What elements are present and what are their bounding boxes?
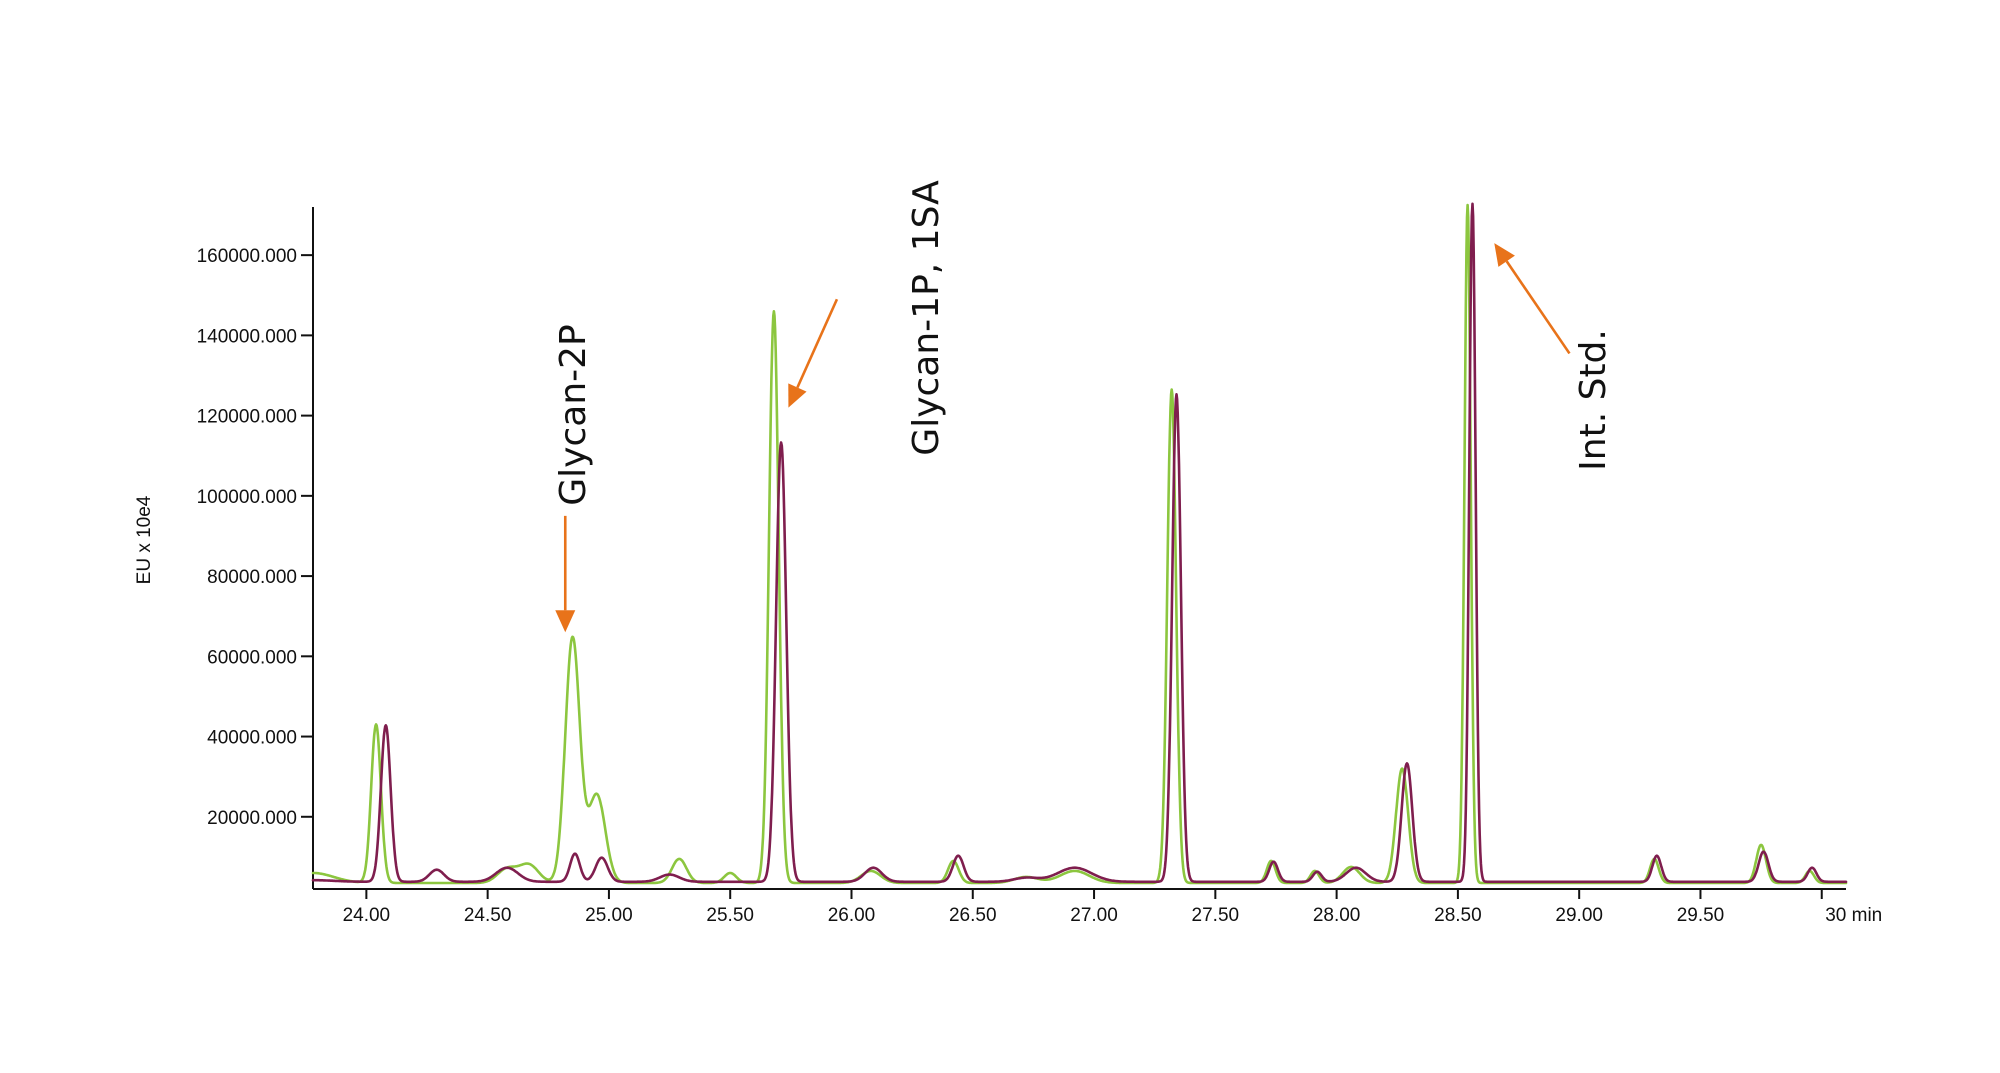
- x-tick-label: 24.50: [464, 905, 512, 926]
- y-tick-label: 120000.000: [197, 407, 297, 428]
- annotations: Glycan-2P Glycan-1P, 1SA Int. Std.: [553, 180, 1614, 633]
- x-tick-label: 30 min: [1825, 905, 1882, 926]
- x-tick-label: 27.00: [1070, 905, 1118, 926]
- y-tick-label: 40000.000: [207, 728, 297, 749]
- y-tick-label: 100000.000: [197, 487, 297, 508]
- x-tick-label: 25.50: [706, 905, 754, 926]
- axes: 20000.000 40000.000 60000.000 80000.000 1000…: [197, 207, 1882, 926]
- annotation-arrow-shaft: [796, 298, 839, 389]
- x-tick-label: 25.00: [585, 905, 633, 926]
- x-tick-label: 26.50: [949, 905, 997, 926]
- y-tick-label: 140000.000: [197, 326, 297, 347]
- y-tick-label: 20000.000: [207, 808, 297, 829]
- annotation-label: Glycan-2P: [553, 324, 594, 505]
- annotation-arrow-head: [1494, 243, 1515, 267]
- series-traces: [311, 202, 1848, 885]
- x-tick-label: 29.50: [1677, 905, 1725, 926]
- annotation-arrow-head: [788, 383, 807, 408]
- x-tick-label: 24.00: [343, 905, 391, 926]
- x-tick-label: 28.00: [1313, 905, 1361, 926]
- series-2-trace: [311, 202, 1848, 884]
- x-tick-label: 28.50: [1434, 905, 1482, 926]
- annotation-arrow-head: [555, 610, 576, 633]
- annotation-arrow-shaft: [1505, 260, 1571, 355]
- y-tick-label: 160000.000: [197, 246, 297, 267]
- x-tick-label: 29.00: [1555, 905, 1603, 926]
- x-tick-label: 26.00: [828, 905, 876, 926]
- annotation-label: Glycan-1P, 1SA: [906, 180, 947, 456]
- x-tick-label: 27.50: [1192, 905, 1240, 926]
- y-tick-label: 80000.000: [207, 567, 297, 588]
- y-axis-label: EU x 10e4: [134, 495, 155, 584]
- y-tick-label: 60000.000: [207, 647, 297, 668]
- annotation-label: Int. Std.: [1573, 329, 1614, 471]
